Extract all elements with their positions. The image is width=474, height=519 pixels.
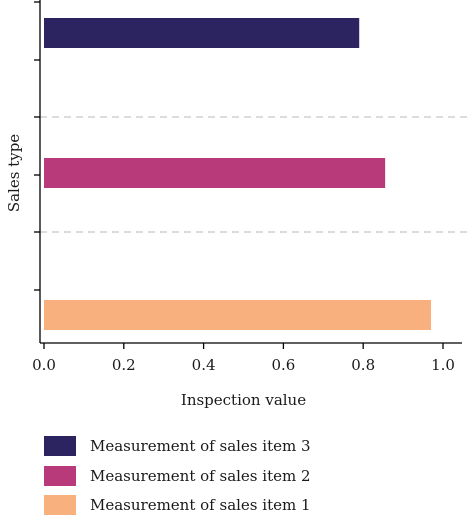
y-ticks-group — [34, 1, 40, 291]
legend-swatch-3 — [44, 495, 76, 515]
x-ticks-group: 0.0 0.2 0.4 0.6 0.8 1.0 — [32, 343, 455, 374]
legend-label-2: Measurement of sales item 2 — [90, 467, 311, 485]
x-tick-label-5: 1.0 — [431, 356, 455, 374]
bar-1 — [44, 18, 360, 48]
x-tick-label-1: 0.2 — [112, 356, 136, 374]
x-tick-label-3: 0.6 — [271, 356, 295, 374]
y-axis-title: Sales type — [5, 134, 23, 212]
legend: Measurement of sales item 3 Measurement o… — [44, 436, 311, 515]
axes-group — [39, 0, 462, 344]
group-separators — [40, 116, 472, 233]
x-axis-title: Inspection value — [181, 391, 306, 409]
bar-2 — [44, 158, 386, 188]
bar-3 — [44, 300, 432, 330]
legend-label-3: Measurement of sales item 1 — [90, 496, 311, 514]
x-tick-label-0: 0.0 — [32, 356, 56, 374]
legend-label-1: Measurement of sales item 3 — [90, 437, 311, 455]
bars-group — [44, 18, 432, 330]
x-tick-label-4: 0.8 — [351, 356, 375, 374]
legend-swatch-2 — [44, 466, 76, 486]
legend-swatch-1 — [44, 436, 76, 456]
x-tick-label-2: 0.4 — [192, 356, 216, 374]
